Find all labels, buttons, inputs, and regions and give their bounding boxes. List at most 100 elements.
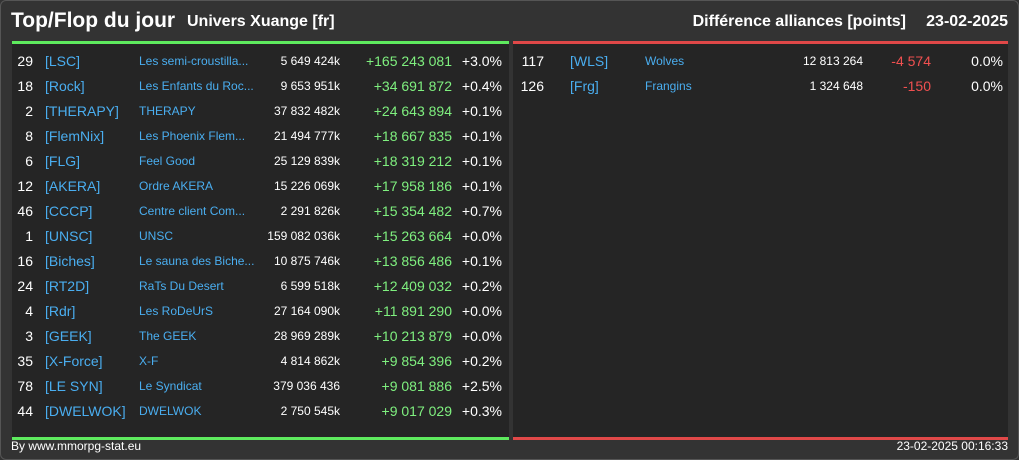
points-difference: +165 243 081: [365, 53, 452, 69]
alliance-name-link[interactable]: X-F: [139, 354, 159, 368]
flop-alliance-row: 117 [WLS] Wolves 12 813 264 -4 574 0.0%: [513, 49, 1008, 74]
top-alliance-row: 16 [Biches] Le sauna des Biche... 10 875 74…: [12, 249, 509, 274]
alliance-name-link[interactable]: Les Enfants du Roc...: [139, 79, 254, 93]
percent-change: +0.1%: [461, 153, 502, 169]
points-difference: +24 643 894: [373, 103, 452, 119]
top-alliance-row: 12 [AKERA] Ordre AKERA 15 226 069k +17 958 1…: [12, 174, 509, 199]
alliance-tag-link[interactable]: [UNSC]: [45, 228, 93, 244]
alliance-tag-link[interactable]: [RT2D]: [45, 278, 90, 294]
top-panel: 29 [LSC] Les semi-croustilla... 5 649 424k +…: [12, 41, 509, 440]
top-alliance-row: 78 [LE SYN] Le Syndicat 379 036 436 +9 081 8…: [12, 374, 509, 399]
alliance-name-link[interactable]: RaTs Du Desert: [139, 279, 224, 293]
alliance-rank: 29: [17, 53, 33, 69]
percent-change: +0.0%: [461, 228, 502, 244]
alliance-tag-link[interactable]: [LE SYN]: [45, 378, 103, 394]
alliance-name-link[interactable]: The GEEK: [139, 329, 197, 343]
percent-change: +0.3%: [461, 403, 502, 419]
alliance-points: 12 813 264: [802, 54, 863, 68]
alliance-tag-link[interactable]: [AKERA]: [45, 178, 101, 194]
alliance-name-link[interactable]: Les Phoenix Flem...: [139, 129, 246, 143]
alliance-rank: 8: [25, 128, 33, 144]
points-difference: +9 081 886: [381, 378, 452, 394]
points-difference: +13 856 486: [373, 253, 452, 269]
footer-source-link[interactable]: By www.mmorpg-stat.eu: [11, 439, 142, 453]
alliance-tag-link[interactable]: [FlemNix]: [45, 128, 105, 144]
alliance-rank: 16: [17, 253, 33, 269]
alliance-rank: 12: [17, 178, 33, 194]
points-difference: +18 667 835: [373, 128, 452, 144]
flop-panel: 117 [WLS] Wolves 12 813 264 -4 574 0.0% 126 [Fr…: [513, 41, 1008, 440]
alliance-name-link[interactable]: Frangins: [645, 79, 692, 93]
alliance-name-link[interactable]: Le Syndicat: [139, 379, 202, 393]
alliance-points: 21 494 777k: [273, 129, 340, 143]
points-difference: +9 017 029: [381, 403, 452, 419]
alliance-tag-link[interactable]: [WLS]: [570, 53, 609, 69]
alliance-rank: 44: [17, 403, 33, 419]
alliance-tag-link[interactable]: [LSC]: [45, 53, 81, 69]
alliance-name-link[interactable]: Wolves: [645, 54, 685, 68]
alliance-rank: 3: [25, 328, 33, 344]
top-alliance-row: 44 [DWELWOK] DWELWOK 2 750 545k +9 017 029 +0…: [12, 399, 509, 424]
top-alliance-row: 2 [THERAPY] THERAPY 37 832 482k +24 643 894 +…: [12, 99, 509, 124]
alliance-tag-link[interactable]: [CCCP]: [45, 203, 93, 219]
alliance-points: 1 324 648: [809, 79, 863, 93]
top-alliance-row: 4 [Rdr] Les RoDeUrS 27 164 090k +11 891 290 +…: [12, 299, 509, 324]
percent-change: +3.0%: [461, 53, 502, 69]
alliance-name-link[interactable]: Les RoDeUrS: [139, 304, 214, 318]
top-alliance-row: 24 [RT2D] RaTs Du Desert 6 599 518k +12 409 …: [12, 274, 509, 299]
alliance-points: 6 599 518k: [280, 279, 340, 293]
alliance-name-link[interactable]: Feel Good: [139, 154, 196, 168]
points-difference: -150: [902, 78, 931, 94]
alliance-tag-link[interactable]: [X-Force]: [45, 353, 103, 369]
points-difference: +15 263 664: [373, 228, 452, 244]
alliance-points: 9 653 951k: [280, 79, 340, 93]
top-alliance-row: 1 [UNSC] UNSC 159 082 036k +15 263 664 +0.0%: [12, 224, 509, 249]
points-difference: +18 319 212: [373, 153, 452, 169]
alliance-name-link[interactable]: Le sauna des Biche...: [139, 254, 255, 268]
points-difference: +12 409 032: [373, 278, 452, 294]
alliance-name-link[interactable]: DWELWOK: [139, 404, 202, 418]
universe-subtitle: Univers Xuange [fr]: [187, 13, 335, 30]
top-alliance-row: 8 [FlemNix] Les Phoenix Flem... 21 494 777k…: [12, 124, 509, 149]
alliance-name-link[interactable]: UNSC: [139, 229, 174, 243]
alliance-name-link[interactable]: Centre client Com...: [139, 204, 246, 218]
top-alliance-row: 35 [X-Force] X-F 4 814 862k +9 854 396 +0.2%: [12, 349, 509, 374]
alliance-name-link[interactable]: Les semi-croustilla...: [139, 54, 249, 68]
alliance-points: 37 832 482k: [273, 104, 340, 118]
alliance-tag-link[interactable]: [DWELWOK]: [45, 403, 126, 419]
footer-timestamp: 23-02-2025 00:16:33: [896, 439, 1008, 453]
alliance-tag-link[interactable]: [THERAPY]: [45, 103, 119, 119]
percent-change: +0.2%: [461, 278, 502, 294]
header: Top/Flop du jour Univers Xuange [fr] Dif…: [1, 1, 1018, 41]
points-difference: +9 854 396: [381, 353, 452, 369]
percent-change: 0.0%: [971, 53, 1003, 69]
alliance-name-link[interactable]: Ordre AKERA: [139, 179, 214, 193]
alliance-rank: 46: [17, 203, 33, 219]
alliance-tag-link[interactable]: [Rdr]: [45, 303, 76, 319]
alliance-tag-link[interactable]: [Biches]: [45, 253, 95, 269]
percent-change: +0.1%: [461, 178, 502, 194]
alliance-points: 2 291 826k: [280, 204, 340, 218]
alliance-points: 379 036 436: [273, 379, 340, 393]
alliance-tag-link[interactable]: [Rock]: [45, 78, 85, 94]
points-difference: +17 958 186: [373, 178, 452, 194]
alliance-rank: 117: [521, 53, 544, 69]
percent-change: +0.1%: [461, 128, 502, 144]
alliance-rank: 2: [25, 103, 33, 119]
alliance-tag-link[interactable]: [GEEK]: [45, 328, 92, 344]
alliance-points: 5 649 424k: [280, 54, 340, 68]
alliance-rank: 126: [520, 78, 544, 94]
alliance-points: 15 226 069k: [273, 179, 340, 193]
points-difference: +10 213 879: [373, 328, 452, 344]
alliance-points: 159 082 036k: [267, 229, 340, 243]
percent-change: +0.7%: [461, 203, 502, 219]
percent-change: 0.0%: [971, 78, 1003, 94]
points-difference: +34 691 872: [373, 78, 452, 94]
alliance-points: 10 875 746k: [273, 254, 340, 268]
top-alliance-row: 3 [GEEK] The GEEK 28 969 289k +10 213 879 +0.…: [12, 324, 509, 349]
percent-change: +0.4%: [461, 78, 502, 94]
alliance-rank: 24: [17, 278, 33, 294]
alliance-tag-link[interactable]: [Frg]: [570, 78, 599, 94]
alliance-name-link[interactable]: THERAPY: [139, 104, 196, 118]
alliance-tag-link[interactable]: [FLG]: [45, 153, 81, 169]
